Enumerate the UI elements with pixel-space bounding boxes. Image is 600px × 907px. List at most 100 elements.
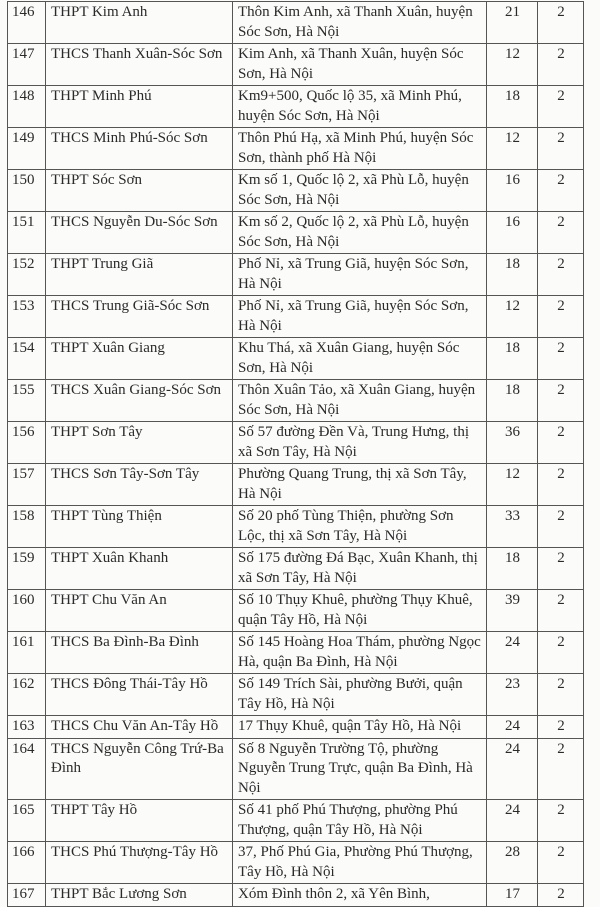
row-number: 149 bbox=[7, 127, 46, 170]
value-cell: 2 bbox=[537, 295, 584, 338]
value-cell: 2 bbox=[537, 673, 584, 716]
value-cell: 2 bbox=[537, 799, 584, 842]
count-cell: 33 bbox=[486, 505, 538, 548]
table-row: 146 THPT Kim Anh Thôn Kim Anh, xã Thanh Xu… bbox=[7, 1, 584, 44]
count-cell: 24 bbox=[486, 799, 538, 842]
count-cell: 17 bbox=[486, 883, 538, 907]
value-cell: 2 bbox=[537, 1, 584, 44]
row-number: 156 bbox=[7, 421, 46, 464]
school-name: THPT Chu Văn An bbox=[45, 589, 233, 632]
table-body: 146 THPT Kim Anh Thôn Kim Anh, xã Thanh Xu… bbox=[7, 1, 584, 907]
row-number: 167 bbox=[7, 883, 46, 907]
school-name: THPT Kim Anh bbox=[45, 1, 233, 44]
school-address: Số 57 đường Đền Và, Trung Hưng, thị xã S… bbox=[232, 421, 487, 464]
school-address: Thôn Phú Hạ, xã Minh Phú, huyện Sóc Sơn,… bbox=[232, 127, 487, 170]
table-row: 160 THPT Chu Văn An Số 10 Thụy Khuê, phườn… bbox=[7, 589, 584, 632]
count-cell: 24 bbox=[486, 737, 538, 800]
count-cell: 18 bbox=[486, 337, 538, 380]
value-cell: 2 bbox=[537, 463, 584, 506]
count-cell: 23 bbox=[486, 673, 538, 716]
school-name: THCS Phú Thượng-Tây Hồ bbox=[45, 841, 233, 884]
school-address: Số 149 Trích Sài, phường Bưởi, quận Tây … bbox=[232, 673, 487, 716]
school-name: THCS Thanh Xuân-Sóc Sơn bbox=[45, 43, 233, 86]
row-number: 159 bbox=[7, 547, 46, 590]
school-name: THCS Đông Thái-Tây Hồ bbox=[45, 673, 233, 716]
count-cell: 16 bbox=[486, 169, 538, 212]
row-number: 152 bbox=[7, 253, 46, 296]
school-address: Km số 1, Quốc lộ 2, xã Phù Lỗ, huyện Sóc… bbox=[232, 169, 487, 212]
school-address: Số 145 Hoàng Hoa Thám, phường Ngọc Hà, q… bbox=[232, 631, 487, 674]
value-cell: 2 bbox=[537, 253, 584, 296]
count-cell: 18 bbox=[486, 379, 538, 422]
table-row: 154 THPT Xuân Giang Khu Thá, xã Xuân Giang… bbox=[7, 337, 584, 380]
school-name: THPT Minh Phú bbox=[45, 85, 233, 128]
count-cell: 12 bbox=[486, 127, 538, 170]
value-cell: 2 bbox=[537, 841, 584, 884]
table-row: 157 THCS Sơn Tây-Sơn Tây Phường Quang Trun… bbox=[7, 463, 584, 506]
value-cell: 2 bbox=[537, 127, 584, 170]
value-cell: 2 bbox=[537, 169, 584, 212]
row-number: 151 bbox=[7, 211, 46, 254]
school-address: Số 8 Nguyễn Trường Tộ, phường Nguyễn Tru… bbox=[232, 737, 487, 800]
row-number: 161 bbox=[7, 631, 46, 674]
value-cell: 2 bbox=[537, 589, 584, 632]
school-name: THCS Chu Văn An-Tây Hồ bbox=[45, 715, 233, 739]
school-address: Số 20 phố Tùng Thiện, phường Sơn Lộc, th… bbox=[232, 505, 487, 548]
row-number: 166 bbox=[7, 841, 46, 884]
count-cell: 12 bbox=[486, 43, 538, 86]
value-cell: 2 bbox=[537, 883, 584, 907]
table-row: 158 THPT Tùng Thiện Số 20 phố Tùng Thiện, … bbox=[7, 505, 584, 548]
school-address: Xóm Đình thôn 2, xã Yên Bình, bbox=[232, 883, 487, 907]
table-row: 163 THCS Chu Văn An-Tây Hồ 17 Thụy Khuê, q… bbox=[7, 715, 584, 739]
count-cell: 36 bbox=[486, 421, 538, 464]
count-cell: 12 bbox=[486, 295, 538, 338]
table-row: 149 THCS Minh Phú-Sóc Sơn Thôn Phú Hạ, xã … bbox=[7, 127, 584, 170]
row-number: 158 bbox=[7, 505, 46, 548]
count-cell: 18 bbox=[486, 547, 538, 590]
school-address: Số 41 phố Phú Thượng, phường Phú Thượng,… bbox=[232, 799, 487, 842]
school-address: Số 175 đường Đá Bạc, Xuân Khanh, thị xã … bbox=[232, 547, 487, 590]
table-row: 164 THCS Nguyễn Công Trứ-Ba Đình Số 8 Nguy… bbox=[7, 737, 584, 800]
row-number: 155 bbox=[7, 379, 46, 422]
count-cell: 24 bbox=[486, 715, 538, 739]
school-name: THCS Xuân Giang-Sóc Sơn bbox=[45, 379, 233, 422]
school-address: Phố Nỉ, xã Trung Giã, huyện Sóc Sơn, Hà … bbox=[232, 253, 487, 296]
row-number: 146 bbox=[7, 1, 46, 44]
table-row: 148 THPT Minh Phú Km9+500, Quốc lộ 35, xã … bbox=[7, 85, 584, 128]
count-cell: 12 bbox=[486, 463, 538, 506]
count-cell: 28 bbox=[486, 841, 538, 884]
value-cell: 2 bbox=[537, 379, 584, 422]
school-address: Khu Thá, xã Xuân Giang, huyện Sóc Sơn, H… bbox=[232, 337, 487, 380]
row-number: 148 bbox=[7, 85, 46, 128]
row-number: 164 bbox=[7, 737, 46, 800]
school-address: Phố Nỉ, xã Trung Giã, huyện Sóc Sơn, Hà … bbox=[232, 295, 487, 338]
value-cell: 2 bbox=[537, 85, 584, 128]
value-cell: 2 bbox=[537, 715, 584, 739]
table-row: 153 THCS Trung Giã-Sóc Sơn Phố Nỉ, xã Trun… bbox=[7, 295, 584, 338]
school-name: THCS Nguyễn Công Trứ-Ba Đình bbox=[45, 737, 233, 800]
school-name: THPT Tùng Thiện bbox=[45, 505, 233, 548]
table-row: 167 THPT Bắc Lương Sơn Xóm Đình thôn 2, xã… bbox=[7, 883, 584, 907]
school-name: THCS Nguyễn Du-Sóc Sơn bbox=[45, 211, 233, 254]
value-cell: 2 bbox=[537, 337, 584, 380]
table-row: 150 THPT Sóc Sơn Km số 1, Quốc lộ 2, xã Ph… bbox=[7, 169, 584, 212]
school-name: THPT Xuân Khanh bbox=[45, 547, 233, 590]
school-address: 37, Phố Phú Gia, Phường Phú Thượng, Tây … bbox=[232, 841, 487, 884]
row-number: 150 bbox=[7, 169, 46, 212]
count-cell: 21 bbox=[486, 1, 538, 44]
school-address: Km9+500, Quốc lộ 35, xã Minh Phú, huyện … bbox=[232, 85, 487, 128]
school-address: 17 Thụy Khuê, quận Tây Hồ, Hà Nội bbox=[232, 715, 487, 739]
school-name: THCS Sơn Tây-Sơn Tây bbox=[45, 463, 233, 506]
table-row: 147 THCS Thanh Xuân-Sóc Sơn Kim Anh, xã Th… bbox=[7, 43, 584, 86]
row-number: 163 bbox=[7, 715, 46, 739]
school-name: THPT Tây Hồ bbox=[45, 799, 233, 842]
value-cell: 2 bbox=[537, 737, 584, 800]
count-cell: 16 bbox=[486, 211, 538, 254]
row-number: 162 bbox=[7, 673, 46, 716]
school-address: Thôn Kim Anh, xã Thanh Xuân, huyện Sóc S… bbox=[232, 1, 487, 44]
school-name: THCS Trung Giã-Sóc Sơn bbox=[45, 295, 233, 338]
table-row: 166 THCS Phú Thượng-Tây Hồ 37, Phố Phú Gia… bbox=[7, 841, 584, 884]
count-cell: 39 bbox=[486, 589, 538, 632]
value-cell: 2 bbox=[537, 631, 584, 674]
school-name: THPT Sóc Sơn bbox=[45, 169, 233, 212]
